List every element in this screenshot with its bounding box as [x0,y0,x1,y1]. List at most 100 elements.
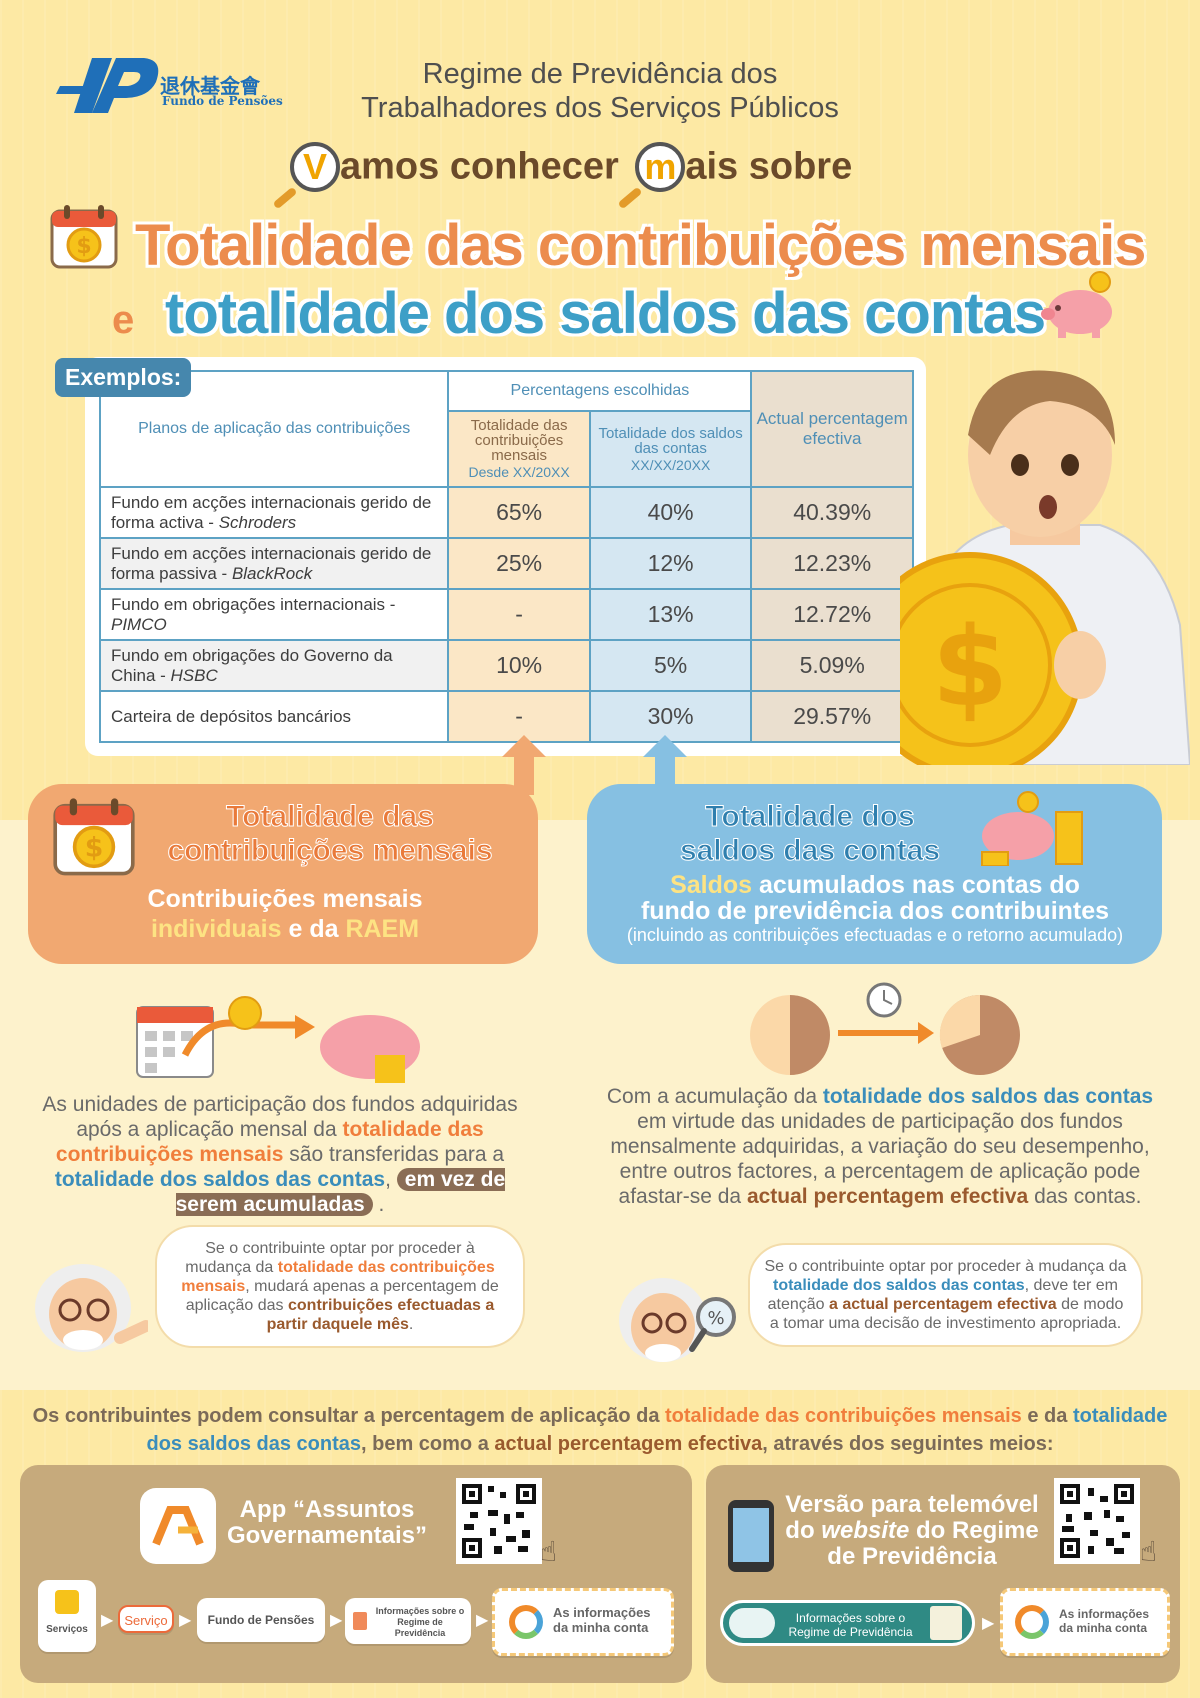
account-chart-icon [1015,1605,1049,1639]
cell-balances: 30% [588,690,753,743]
svg-text:$: $ [85,833,104,864]
cell-actual: 12.72% [750,588,914,641]
balances-subtitle-line-2: fundo de previdência dos contribuintes [640,897,1110,925]
main-title-1: Totalidade das contribuições mensais [134,212,1147,279]
row-label-text: Fundo em obrigações internacionais - [111,594,396,614]
cell-actual: 5.09% [750,639,914,692]
cell-contributions: 10% [447,639,591,692]
row-label-manager: HSBC [170,665,218,685]
calendar-coin-icon: $ [52,796,136,876]
step-arrow-icon: ▶ [330,1612,343,1629]
subtitle-part-2: ais sobre [685,145,853,188]
document-icon [353,1612,367,1630]
logo-chinese-text: 退休基金會 [160,74,260,98]
app-title: App “Assuntos Governamentais” [226,1496,428,1549]
table-row: Carteira de depósitos bancários - 30% 29… [98,690,914,743]
para-text: em virtude das unidades de participação … [610,1110,1150,1208]
web-step-minha-conta[interactable]: As informações da minha conta [1000,1588,1170,1656]
row-label-manager: BlackRock [231,563,313,583]
col-header-contributions-date: Desde XX/20XX [468,464,570,480]
svg-text:%: % [707,1308,724,1329]
calendar-coin-icon: $ [50,203,118,269]
speech-highlight: contribuições efectuadas a partir daquel… [266,1297,495,1333]
piggy-coins-icon [978,790,1088,867]
row-label-text: Fundo em acções internacionais gerido de… [111,543,432,583]
magnifier-v-icon: V [290,142,340,192]
main-title-2: totalidade dos saldos das contas [164,280,1047,347]
col-header-balances-label: Totalidade dos saldos das contas [598,424,743,457]
step-arrow-icon: ▶ [982,1615,995,1632]
cell-balances: 12% [588,537,753,590]
col-header-group: Percentagens escolhidas [447,370,753,412]
tap-hand-icon: ☝ [540,1536,558,1567]
subtitle-part-1: amos conhecer [340,145,619,188]
header-line-1: Regime de Previdência dos [422,58,778,90]
step-minha-conta[interactable]: As informações da minha conta [492,1588,674,1656]
cell-contributions: 25% [447,537,591,590]
balances-title-line-1: Totalidade dos [705,800,915,834]
cell-contributions: 65% [447,486,591,539]
web-qr-code[interactable] [1054,1478,1140,1564]
footer-plain: , através dos seguintes meios: [762,1433,1054,1455]
contributions-title-line-1: Totalidade das [226,800,435,834]
svg-text:$: $ [932,603,1009,731]
balances-box-subtitle: Saldos acumulados nas contas do fundo de… [595,872,1155,946]
speech-highlight: a actual percentagem efectiva [829,1296,1057,1313]
app-qr-code[interactable] [456,1478,542,1564]
web-step-minha-conta-label: As informações da minha conta [1059,1607,1150,1635]
speech-text: , mudará apenas a percentagem de aplicaç… [185,1278,499,1314]
para-text: . [372,1193,385,1216]
examples-table: Planos de aplicação das contribuições Pe… [98,370,914,743]
cell-balances: 13% [588,588,753,641]
balances-title-line-2: saldos das contas [679,834,941,868]
col-header-balances-date: XX/XX/20XX [630,456,711,473]
balances-speech-bubble: Se o contribuinte optar por proceder à m… [748,1243,1143,1347]
web-title-text: Versão para telemóvel do [785,1491,1039,1544]
footer-plain: Os contribuintes podem consultar a perce… [32,1405,666,1427]
step-servicos[interactable]: Serviços [38,1580,96,1652]
para-text: são transferidas para a [283,1143,505,1166]
web-title: Versão para telemóvel do website do Regi… [776,1492,1048,1570]
arrow-up-blue-icon [643,735,687,795]
fundo-logo-badge-icon [729,1608,775,1638]
row-label-manager: PIMCO [111,614,167,634]
footer-text: Os contribuintes podem consultar a perce… [0,1402,1200,1458]
row-label-text: Fundo em obrigações do Governo da China … [111,645,393,685]
footer-plain: , bem como a [361,1433,495,1455]
speech-text: Se o contribuinte optar por proceder à m… [185,1240,475,1276]
person-holding-coin-illustration: $ [857,365,1192,778]
magnifier-m-icon: m [635,142,686,192]
fundo-pensoes-logo: 退休基金會 Fundo de Pensões [52,48,283,118]
table-row: Fundo em acções internacionais gerido de… [98,537,914,590]
speech-text: . [408,1316,414,1333]
sub-saldos: Saldos [670,871,753,899]
step-servicos-label: Serviços [46,1624,88,1635]
step-arrow-icon: ▶ [476,1612,489,1629]
table-row: Fundo em obrigações do Governo da China … [98,639,914,692]
balances-subtitle-line-3: (incluindo as contribuições efectuadas e… [626,925,1124,945]
table-row: Fundo em acções internacionais gerido de… [98,486,914,539]
balances-paragraph: Com a acumulação da totalidade dos saldo… [605,1084,1155,1209]
para-text: Com a acumulação da [606,1085,823,1108]
contributions-title-line-2: contribuições mensais [167,834,493,868]
para-text: das contas. [1028,1185,1142,1208]
step-servico[interactable]: Serviço [118,1605,174,1633]
web-step-informacoes[interactable]: Informações sobre o Regime de Previdênci… [720,1600,975,1646]
table-row: Fundo em obrigações internacionais - PIM… [98,588,914,641]
speech-highlight: totalidade das contribuições mensais [181,1259,495,1295]
contributions-speech-bubble: Se o contribuinte optar por proceder à m… [155,1225,525,1348]
speech-text: de modo a tomar uma decisão de investime… [769,1296,1124,1332]
sub-and: e da [281,915,346,943]
para-highlight: totalidade dos saldos das contas [822,1085,1154,1108]
document-icon [930,1606,962,1640]
contributions-subtitle-line-1: Contribuições mensais [147,885,423,913]
balances-subtitle-line-1: Saldos acumulados nas contas do [595,872,1155,898]
step-fundo-pensoes[interactable]: Fundo de Pensões [197,1598,325,1642]
cell-contributions: - [447,690,591,743]
para-text: , [385,1168,397,1191]
cell-contributions: - [447,588,591,641]
gov-app-icon[interactable] [140,1488,216,1564]
web-step-informacoes-label: Informações sobre o Regime de Previdênci… [788,1611,913,1639]
row-label: Fundo em obrigações internacionais - PIM… [98,588,450,641]
step-informacoes[interactable]: Informações sobre o Regime de Previdênci… [345,1598,471,1644]
